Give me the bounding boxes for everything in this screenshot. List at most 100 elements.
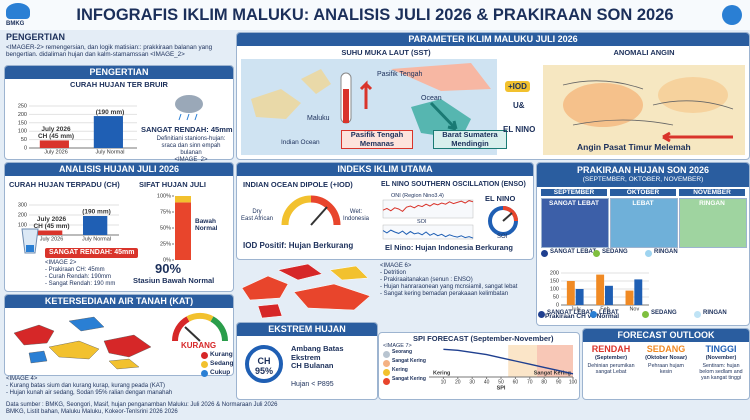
y-tick-label: 100: [550, 286, 559, 292]
analysis-panel: ANALISIS HUJAN JULI 2026 CURAH HUJAN TER…: [4, 162, 234, 292]
month-class: SANGAT LEBAT: [549, 200, 599, 207]
legend-swatch: [538, 311, 545, 318]
panel-header: PENGERTIAN: [5, 66, 233, 79]
island: [28, 350, 48, 364]
indices-panel: INDEKS IKLIM UTAMA INDIAN OCEAN DIPOLE (…: [236, 162, 534, 260]
section-title: SUHU MUKA LAUT (SST): [341, 48, 431, 57]
y-tick-label: 50: [553, 294, 559, 300]
panel-header: KETERSEDIAAN AIR TANAH (KAT): [5, 295, 233, 308]
line: [382, 229, 474, 239]
cool-label: Barat Sumatera Mendingin: [433, 130, 507, 150]
panel-header: EKSTREM HUJAN: [237, 323, 377, 336]
gauge-arc: [171, 316, 190, 342]
month-class: LEBAT: [632, 200, 654, 207]
x-tick-label: 80: [541, 379, 547, 385]
bar-note: July 2026: [41, 126, 71, 133]
plot-area: [382, 224, 474, 240]
y-tick-label: 150: [18, 120, 27, 126]
x-tick-label: Nov: [629, 306, 639, 312]
legend: SANGAT LEBAT LEBAT SEDANG RINGAN: [538, 310, 748, 322]
note: <IMAGE 6> - Detrition - Prakiraaitanakan…: [380, 263, 518, 297]
legend-swatch: [642, 311, 649, 318]
outlook-items: RENDAH (September) Dehinian perumikan sang…: [583, 344, 749, 398]
section-title: CURAH HUJAN TERPADU (CH): [9, 180, 120, 189]
value-label: 90%: [155, 261, 182, 276]
legend-swatch: [201, 352, 208, 359]
header: [0, 0, 750, 30]
bar: [38, 230, 63, 235]
parameter-panel: PARAMETER IKLIM MALUKU JULI 2026 SUHU MU…: [236, 32, 750, 160]
x-tick-label: July Normal: [95, 149, 124, 155]
gauge-needle: [184, 326, 201, 342]
y-tick-label: 0%: [163, 257, 171, 263]
legend-swatch: [541, 250, 548, 257]
y-tick-label: 250: [18, 103, 27, 109]
value-label: CH (45 mm): [38, 133, 74, 140]
spi-panel: SPI FORECAST (September-November) <IMAGE…: [378, 332, 580, 400]
status-badge: SANGAT RENDAH: 45mm: [45, 248, 139, 259]
warm-sea: [391, 63, 491, 91]
outlook-text: Pehraan hujam kesin: [648, 363, 684, 376]
x-tick-label: 70: [527, 379, 533, 385]
bar: [93, 116, 123, 148]
outlook-level: SEDANG: [646, 344, 686, 354]
kat-panel: KETERSEDIAAN AIR TANAH (KAT) KURANG Kura…: [4, 294, 234, 377]
y-tick-label: 150: [550, 278, 559, 284]
section-title: EL NINO SOUTHERN OSCILLATION (ENSO): [381, 181, 526, 188]
legend-label: Seorang: [392, 349, 413, 355]
bar-note: July 2026: [37, 216, 67, 223]
map-label: Pasifik Tengah: [377, 71, 423, 78]
enso-tag: EL NINO: [503, 125, 536, 134]
gauge-arc: [502, 206, 518, 222]
note: <IMAGE 2> - Prakiraan CH: 45mm - Curah R…: [45, 260, 116, 287]
caption: El Nino: Hujan Indonesia Berkurang: [385, 243, 513, 252]
y-tick-label: 0: [24, 145, 27, 151]
island: [103, 334, 152, 358]
value-label: (190 mm): [96, 109, 125, 116]
stacked-bar-chart: 0% 25% 50% 75% 100%: [157, 193, 191, 263]
month-map: [541, 198, 609, 248]
gauge-label: Wet: Indonesia: [343, 209, 370, 222]
anomaly: [658, 77, 728, 113]
intro-title: PENGERTIAN: [6, 32, 66, 42]
annotation: Kering: [433, 370, 450, 376]
island: [277, 263, 323, 281]
warm-label: Pasifik Tengah Memanas: [341, 130, 413, 150]
gauge-arc: [310, 195, 341, 226]
legend-swatch: [383, 378, 390, 385]
chart-title: SOI: [417, 219, 427, 225]
island: [257, 303, 283, 319]
outlook-level: RENDAH: [591, 344, 631, 354]
y-tick-label: 100: [18, 222, 27, 228]
kat-gauge: [171, 312, 229, 342]
y-tick-label: 0: [556, 302, 559, 308]
month-class: RINGAN: [699, 200, 725, 207]
x-tick-label: July Normal: [82, 236, 111, 242]
intro-text: <IMAGER-2> remengersian, dan logik matis…: [6, 44, 213, 59]
water: [26, 245, 34, 252]
bar: [566, 281, 575, 305]
line-chart: [382, 199, 474, 219]
anomaly: [563, 83, 643, 127]
legend-label: SEDANG: [651, 310, 677, 316]
bar: [625, 290, 634, 305]
gauge-arc: [281, 195, 312, 226]
month-maps: SEPTEMBER SANGAT LEBAT OKTOBER LEBAT NOVEMBE…: [537, 189, 749, 249]
panel-subtitle: CURAH HUJAN TER BRUIR: [70, 80, 168, 89]
line-chart: [382, 224, 474, 240]
section-title: ANOMALI ANGIN: [613, 48, 675, 57]
kat-map: [13, 316, 152, 370]
legend-label: Kering: [392, 367, 408, 373]
wind-caption: Angin Pasat Timur Melemah: [577, 142, 691, 152]
logo-text: BMKG: [6, 21, 25, 27]
x-tick-label: 50: [498, 379, 504, 385]
y-tick-label: 25%: [160, 241, 171, 247]
island: [68, 316, 105, 332]
iod-gauge: [281, 195, 341, 226]
legend-label: RINGAN: [703, 310, 727, 316]
gauge-needle: [310, 206, 328, 226]
badge-text: Ambang Batas Ekstrem CH Bulanan: [291, 344, 344, 371]
thermometer-fill: [343, 89, 349, 123]
